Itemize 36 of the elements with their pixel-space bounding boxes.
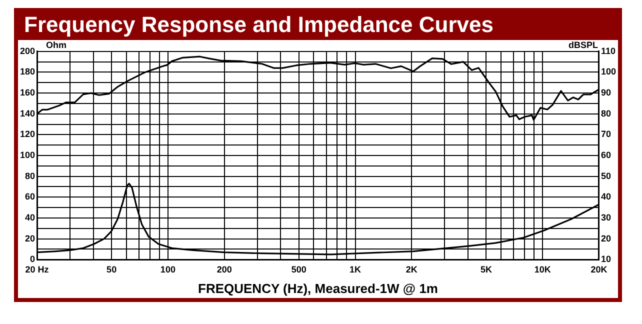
x-tick-label: 20 Hz	[25, 264, 50, 274]
x-tick-label: 10K	[534, 264, 552, 274]
x-tick-label: 20K	[590, 264, 608, 274]
y2-tick-label: 50	[600, 170, 611, 181]
x-tick-label: 2K	[406, 264, 418, 274]
y2-tick-label: 70	[600, 129, 611, 140]
x-tick-label: 500	[291, 264, 306, 274]
y2-tick-label: 60	[600, 150, 611, 160]
y2-tick-label: 100	[600, 66, 616, 77]
x-tick-label: 5K	[480, 264, 492, 274]
y2-tick-label: 10	[600, 254, 611, 264]
y-tick-label: 20	[25, 233, 36, 244]
x-tick-label: 200	[216, 264, 232, 274]
x-axis-title: FREQUENCY (Hz), Measured-1W @ 1m	[198, 280, 438, 296]
y-tick-label: 160	[20, 88, 36, 98]
y-tick-label: 40	[25, 212, 36, 222]
y-tick-label: 200	[20, 46, 36, 56]
chart-title: Frequency Response and Impedance Curves	[23, 11, 494, 39]
y2-tick-label: 20	[600, 233, 611, 244]
y-tick-label: 80	[25, 170, 36, 181]
y2-tick-label: 110	[600, 46, 616, 56]
x-tick-label: 1K	[350, 264, 362, 274]
y-tick-label: 180	[20, 66, 36, 77]
y-tick-label: 100	[20, 150, 36, 160]
y-tick-label: 140	[20, 108, 36, 118]
y2-tick-label: 30	[600, 212, 611, 222]
y2-tick-label: 80	[600, 108, 611, 118]
y2-axis-title: dBSPL	[568, 40, 598, 50]
y-axis-title: Ohm	[46, 40, 67, 50]
x-tick-label: 100	[160, 264, 176, 274]
y2-tick-label: 40	[600, 192, 611, 202]
y-tick-label: 60	[25, 192, 36, 202]
y-tick-label: 120	[20, 129, 36, 140]
y2-tick-label: 90	[600, 88, 611, 98]
y-tick-label: 0	[30, 254, 36, 264]
x-tick-label: 50	[106, 264, 117, 274]
